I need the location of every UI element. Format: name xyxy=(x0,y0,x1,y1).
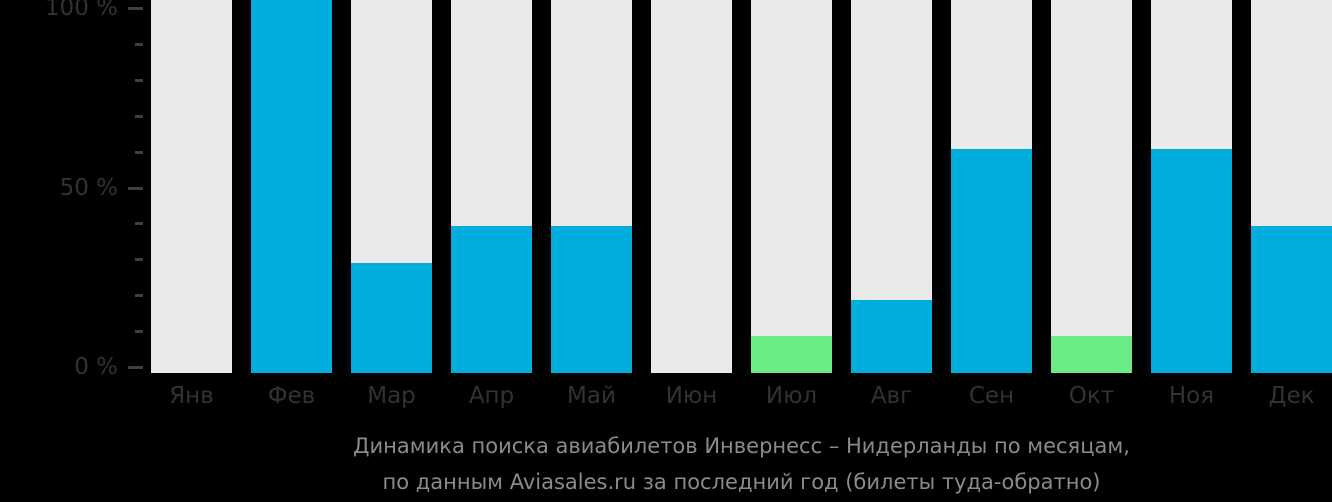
x-axis-label-Июн: Июн xyxy=(665,383,718,409)
bar-fill-Мар xyxy=(351,263,432,373)
bar-column-Авг xyxy=(851,0,932,373)
bar-fill-Май xyxy=(551,226,632,373)
y-minor-tick-70 xyxy=(135,115,143,118)
y-minor-tick-40 xyxy=(135,222,143,225)
y-minor-tick-80 xyxy=(135,79,143,82)
bar-fill-Апр xyxy=(451,226,532,373)
bar-fill-Фев xyxy=(251,0,332,373)
bar-fill-Окт xyxy=(1051,336,1132,373)
bar-column-Апр xyxy=(451,0,532,373)
bar-fill-Авг xyxy=(851,300,932,373)
x-axis-label-Ноя: Ноя xyxy=(1168,383,1215,409)
bar-column-Июн xyxy=(651,0,732,373)
bar-column-Фев xyxy=(251,0,332,373)
x-axis-label-Мар: Мар xyxy=(367,383,416,409)
y-major-tick-100 xyxy=(128,7,143,10)
x-axis-label-Май: Май xyxy=(567,383,616,409)
bar-column-Дек xyxy=(1251,0,1332,373)
x-axis-label-Авг: Авг xyxy=(870,383,913,409)
y-minor-tick-10 xyxy=(135,330,143,333)
chart-subtitle: по данным Aviasales.ru за последний год … xyxy=(382,470,1101,494)
bar-column-Май xyxy=(551,0,632,373)
bar-fill-Сен xyxy=(951,149,1032,373)
y-minor-tick-60 xyxy=(135,151,143,154)
x-axis-label-Окт: Окт xyxy=(1068,383,1115,409)
bar-column-Июл xyxy=(751,0,832,373)
bar-column-Мар xyxy=(351,0,432,373)
y-axis-label-0: 0 % xyxy=(74,354,118,380)
x-axis-label-Апр: Апр xyxy=(468,383,515,409)
y-minor-tick-90 xyxy=(135,43,143,46)
y-minor-tick-20 xyxy=(135,294,143,297)
x-axis-label-Дек: Дек xyxy=(1268,383,1315,409)
bar-column-Сен xyxy=(951,0,1032,373)
bar-fill-Дек xyxy=(1251,226,1332,373)
y-axis-label-100: 100 % xyxy=(44,0,118,21)
y-minor-tick-30 xyxy=(135,258,143,261)
x-axis-label-Фев: Фев xyxy=(267,383,316,409)
x-axis-label-Июл: Июл xyxy=(765,383,818,409)
x-axis-label-Сен: Сен xyxy=(968,383,1015,409)
y-major-tick-0 xyxy=(128,366,143,369)
bar-fill-Июл xyxy=(751,336,832,373)
bar-fill-Ноя xyxy=(1151,149,1232,373)
bar-column-Окт xyxy=(1051,0,1132,373)
x-axis-label-Янв: Янв xyxy=(169,383,214,409)
chart-title: Динамика поиска авиабилетов Инвернесс – … xyxy=(353,434,1130,458)
bar-column-Ноя xyxy=(1151,0,1232,373)
bar-column-Янв xyxy=(151,0,232,373)
y-axis-label-50: 50 % xyxy=(59,175,118,201)
y-major-tick-50 xyxy=(128,187,143,190)
